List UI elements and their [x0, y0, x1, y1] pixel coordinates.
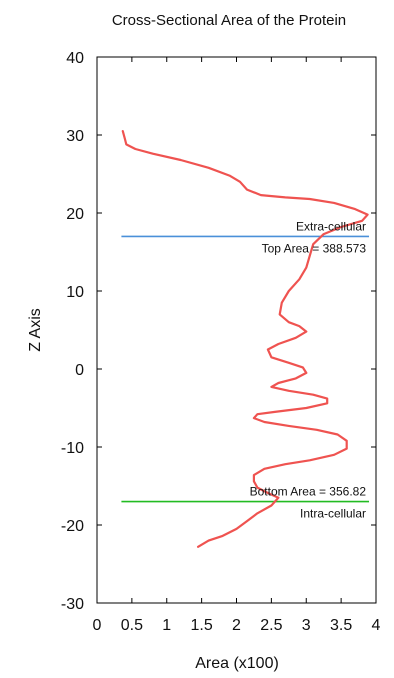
y-tick-label: 0	[75, 362, 84, 379]
x-tick-label: 1.5	[191, 617, 213, 634]
y-tick-label: 30	[66, 128, 84, 145]
annotations: Extra-cellular Top Area = 388.573 Bottom A…	[250, 219, 367, 520]
x-tick-label: 2.5	[260, 617, 282, 634]
y-tick-label: 10	[66, 284, 84, 301]
x-tick-label: 0.5	[121, 617, 143, 634]
reference-lines	[121, 235, 370, 503]
y-tick-label: -30	[61, 596, 84, 613]
x-axis-label: Area (x100)	[195, 655, 279, 672]
y-axis-label: Z Axis	[27, 308, 44, 352]
y-tick-label: -20	[61, 518, 84, 535]
y-tick-label: 20	[66, 206, 84, 223]
x-tick-label: 1	[162, 617, 171, 634]
x-tick-label: 4	[372, 617, 381, 634]
x-tick-label: 0	[93, 617, 102, 634]
y-axis-ticks: 40 30 20 10 0 -10 -20 -30	[61, 50, 376, 613]
annotation-below: Top Area = 388.573	[262, 241, 367, 255]
y-tick-label: -10	[61, 440, 84, 457]
area-profile-line	[121, 130, 369, 548]
annotation-above: Bottom Area = 356.82	[250, 485, 367, 499]
annotation-below: Intra-cellular	[300, 507, 366, 521]
x-axis-ticks: 0 0.5 1 1.5 2 2.5 3 3.5 4	[93, 57, 381, 634]
y-tick-label: 40	[66, 50, 84, 67]
annotation-above: Extra-cellular	[296, 219, 366, 233]
x-tick-label: 3	[302, 617, 311, 634]
x-tick-label: 2	[232, 617, 241, 634]
x-tick-label: 3.5	[330, 617, 352, 634]
chart-title: Cross-Sectional Area of the Protein	[112, 12, 346, 29]
plot-frame	[96, 56, 377, 604]
